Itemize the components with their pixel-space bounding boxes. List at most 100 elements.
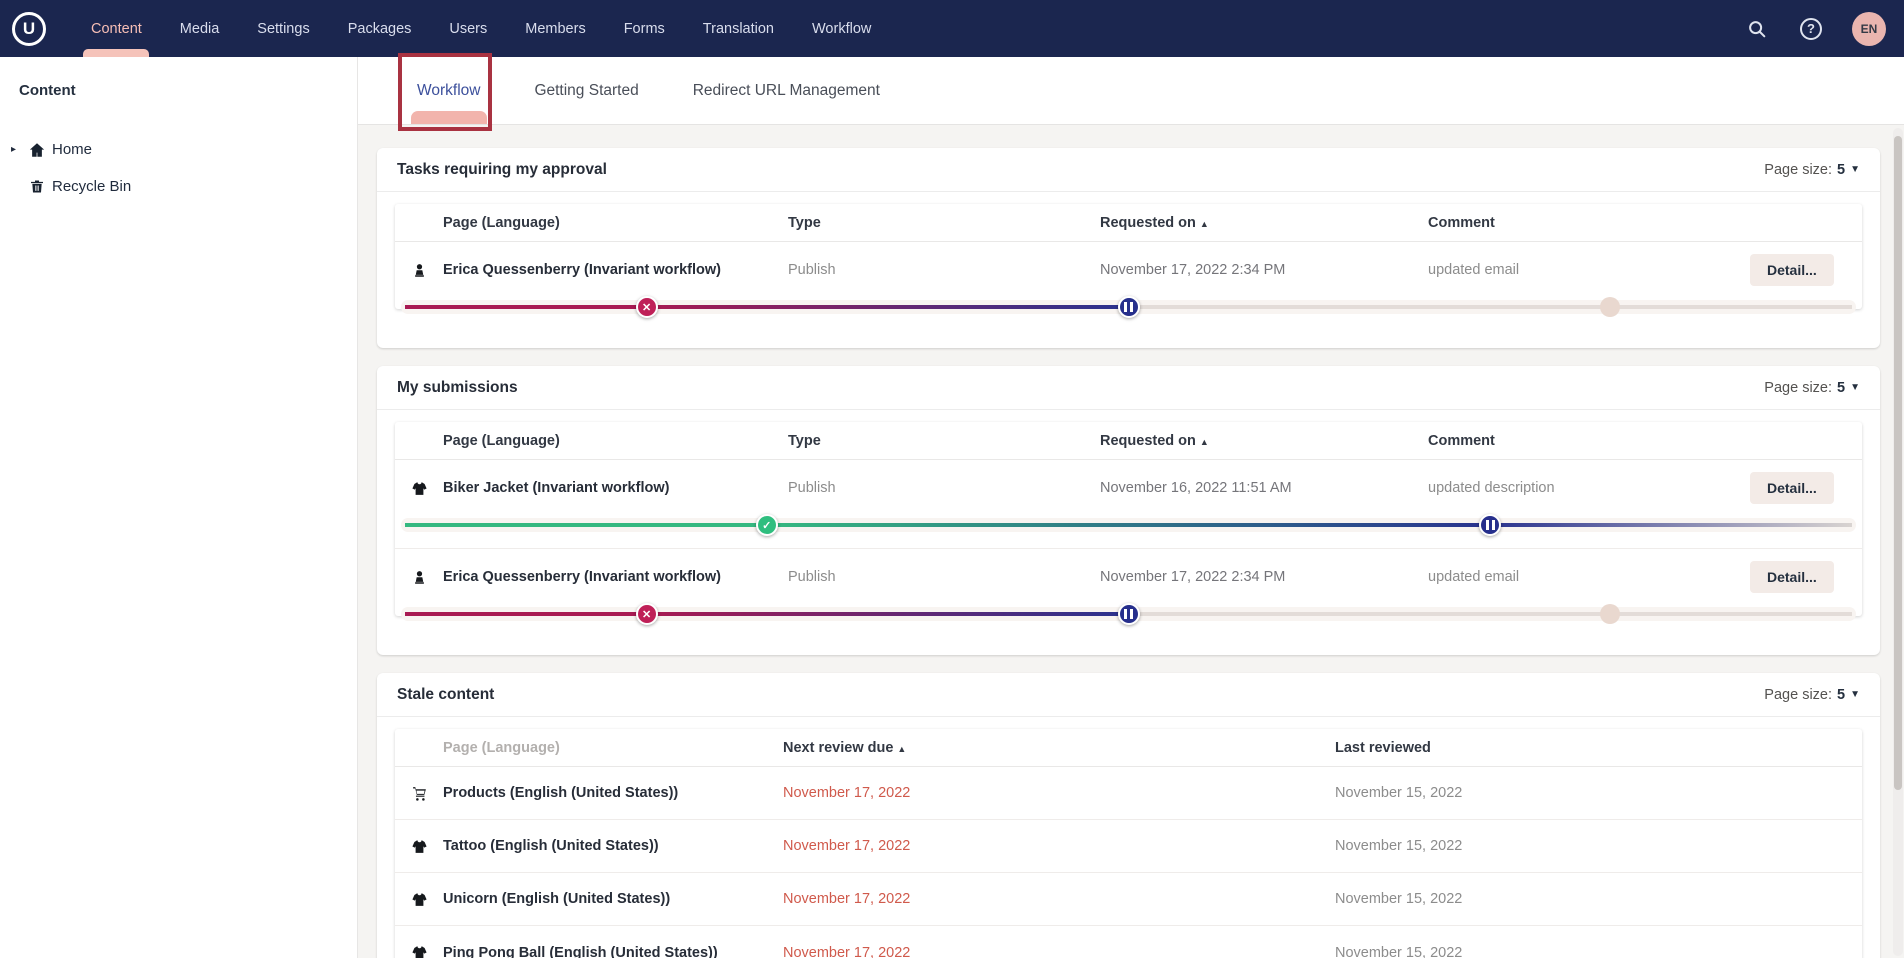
page-size-label: Page size: bbox=[1764, 686, 1833, 703]
column-header-comment[interactable]: Comment bbox=[1428, 214, 1495, 231]
chevron-down-icon: ▼ bbox=[1850, 689, 1860, 700]
stage-marker-approved-icon: ✓ bbox=[755, 514, 778, 536]
sort-asc-icon: ▲ bbox=[897, 743, 907, 754]
help-icon[interactable]: ? bbox=[1798, 16, 1824, 42]
column-header-comment[interactable]: Comment bbox=[1428, 432, 1495, 449]
nav-item-members[interactable]: Members bbox=[506, 0, 604, 57]
nav-item-label: Workflow bbox=[812, 20, 872, 37]
vertical-scrollbar[interactable] bbox=[1893, 128, 1903, 956]
nav-item-forms[interactable]: Forms bbox=[605, 0, 684, 57]
row-type: Publish bbox=[788, 480, 836, 496]
umbraco-logo-icon[interactable]: U bbox=[12, 11, 46, 46]
detail-button[interactable]: Detail... bbox=[1750, 254, 1834, 286]
user-icon bbox=[395, 262, 443, 279]
sidebar-item-recycle-bin[interactable]: Recycle Bin bbox=[0, 168, 357, 205]
expand-caret-icon[interactable]: ▸ bbox=[10, 144, 17, 155]
column-header-page[interactable]: Page (Language) bbox=[443, 432, 560, 449]
tab-label: Redirect URL Management bbox=[692, 81, 880, 99]
dashboard-scroll-area: Tasks requiring my approval Page size: 5… bbox=[358, 125, 1904, 958]
sidebar-item-home[interactable]: ▸ Home bbox=[0, 131, 357, 168]
active-nav-underline bbox=[83, 49, 150, 57]
navbar-right-cluster: ? EN bbox=[1744, 11, 1904, 46]
column-header-label: Next review due bbox=[783, 739, 894, 756]
stage-marker-rejected-icon: ✕ bbox=[635, 603, 658, 625]
nav-item-media[interactable]: Media bbox=[161, 0, 239, 57]
tab-getting-started[interactable]: Getting Started bbox=[507, 57, 665, 124]
stage-marker-future-icon bbox=[1600, 297, 1621, 317]
nav-item-packages[interactable]: Packages bbox=[329, 0, 431, 57]
table-row: Erica Quessenberry (Invariant workflow) … bbox=[395, 242, 1862, 318]
jacket-icon bbox=[395, 944, 443, 958]
nav-item-workflow[interactable]: Workflow bbox=[793, 0, 890, 57]
nav-item-label: Content bbox=[91, 20, 142, 37]
page-size-value: 5 bbox=[1837, 686, 1846, 703]
column-header-type[interactable]: Type bbox=[788, 432, 821, 449]
table-row: Biker Jacket (Invariant workflow) Publis… bbox=[395, 460, 1862, 549]
card-title: Tasks requiring my approval bbox=[397, 160, 607, 178]
row-last-reviewed: November 15, 2022 bbox=[1335, 785, 1463, 801]
table-row: Tattoo (English (United States)) Novembe… bbox=[395, 820, 1862, 873]
content-tree-sidebar: Content ▸ Home Recycle Bin bbox=[0, 57, 358, 958]
page-size-dropdown[interactable]: Page size: 5 ▼ bbox=[1764, 687, 1860, 703]
jacket-icon bbox=[395, 838, 443, 855]
page-size-label: Page size: bbox=[1764, 161, 1833, 178]
nav-item-label: Translation bbox=[702, 20, 774, 37]
column-header-type[interactable]: Type bbox=[788, 214, 821, 231]
user-avatar[interactable]: EN bbox=[1852, 11, 1886, 46]
detail-button[interactable]: Detail... bbox=[1750, 472, 1834, 504]
nav-item-content[interactable]: Content bbox=[72, 0, 161, 57]
row-last-reviewed: November 15, 2022 bbox=[1335, 838, 1463, 854]
stale-content-table: Page (Language) Next review due ▲ Last re… bbox=[395, 729, 1862, 958]
column-header-page[interactable]: Page (Language) bbox=[443, 214, 560, 231]
column-header-requested-on[interactable]: Requested on ▲ bbox=[1100, 433, 1428, 449]
row-page-name: Ping Pong Ball (English (United States)) bbox=[443, 944, 718, 958]
sidebar-section-title: Content bbox=[19, 82, 76, 99]
column-header-requested-on[interactable]: Requested on ▲ bbox=[1100, 215, 1428, 231]
stage-marker-pending-icon bbox=[1117, 296, 1140, 318]
row-requested-on: November 16, 2022 11:51 AM bbox=[1100, 480, 1292, 496]
content-tree: ▸ Home Recycle Bin bbox=[0, 131, 357, 205]
chevron-down-icon: ▼ bbox=[1850, 164, 1860, 175]
card-header: Tasks requiring my approval Page size: 5… bbox=[377, 148, 1880, 192]
main-nav: Content Media Settings Packages Users Me… bbox=[72, 0, 890, 57]
scrollbar-thumb[interactable] bbox=[1894, 136, 1902, 791]
nav-item-settings[interactable]: Settings bbox=[238, 0, 328, 57]
help-glyph: ? bbox=[1800, 17, 1822, 40]
workflow-progress-bar: ✕ bbox=[401, 603, 1856, 625]
column-header-label: Requested on bbox=[1100, 214, 1196, 231]
nav-item-translation[interactable]: Translation bbox=[684, 0, 793, 57]
row-next-review-due: November 17, 2022 bbox=[783, 944, 911, 958]
column-header-last-reviewed[interactable]: Last reviewed bbox=[1335, 739, 1431, 756]
card-header: My submissions Page size: 5 ▼ bbox=[377, 366, 1880, 410]
stage-marker-pending-icon bbox=[1117, 603, 1140, 625]
tab-workflow[interactable]: Workflow bbox=[390, 57, 507, 124]
detail-button[interactable]: Detail... bbox=[1750, 561, 1834, 593]
table-row: Products (English (United States)) Novem… bbox=[395, 767, 1862, 820]
table-row: Ping Pong Ball (English (United States))… bbox=[395, 926, 1862, 958]
card-my-submissions: My submissions Page size: 5 ▼ Page (Lang… bbox=[377, 366, 1880, 655]
column-header-page[interactable]: Page (Language) bbox=[443, 739, 560, 756]
cart-icon bbox=[395, 785, 443, 802]
search-icon[interactable] bbox=[1744, 16, 1770, 42]
page-size-dropdown[interactable]: Page size: 5 ▼ bbox=[1764, 162, 1860, 178]
row-comment: updated email bbox=[1428, 569, 1520, 585]
nav-item-users[interactable]: Users bbox=[430, 0, 506, 57]
home-icon bbox=[22, 141, 52, 159]
column-header-next-review-due[interactable]: Next review due ▲ bbox=[783, 740, 1335, 756]
row-page-name: Erica Quessenberry (Invariant workflow) bbox=[443, 569, 722, 585]
sort-asc-icon: ▲ bbox=[1199, 218, 1209, 229]
row-last-reviewed: November 15, 2022 bbox=[1335, 944, 1463, 958]
stage-marker-rejected-icon: ✕ bbox=[635, 296, 658, 318]
row-page-name: Products (English (United States)) bbox=[443, 785, 679, 801]
page-size-label: Page size: bbox=[1764, 379, 1833, 396]
card-stale-content: Stale content Page size: 5 ▼ Page (Langu… bbox=[377, 673, 1880, 958]
page-size-dropdown[interactable]: Page size: 5 ▼ bbox=[1764, 380, 1860, 396]
jacket-icon bbox=[395, 891, 443, 908]
nav-item-label: Users bbox=[449, 20, 488, 37]
tab-redirect-url-management[interactable]: Redirect URL Management bbox=[666, 57, 907, 124]
row-next-review-due: November 17, 2022 bbox=[783, 785, 911, 801]
row-page-name: Unicorn (English (United States)) bbox=[443, 891, 671, 907]
row-next-review-due: November 17, 2022 bbox=[783, 838, 911, 854]
card-title: Stale content bbox=[397, 685, 495, 703]
content-tabbar: Workflow Getting Started Redirect URL Ma… bbox=[358, 57, 1904, 125]
